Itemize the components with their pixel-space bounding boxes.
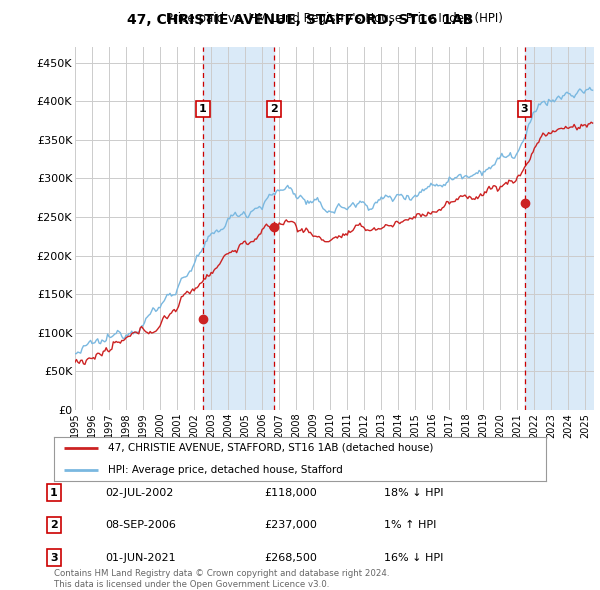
Text: 01-JUN-2021: 01-JUN-2021 <box>105 553 176 562</box>
Title: Price paid vs. HM Land Registry's House Price Index (HPI): Price paid vs. HM Land Registry's House … <box>166 12 503 25</box>
Text: 3: 3 <box>50 553 58 562</box>
Text: £268,500: £268,500 <box>264 553 317 562</box>
Text: 1: 1 <box>199 104 206 114</box>
Bar <box>203 47 274 410</box>
Text: 16% ↓ HPI: 16% ↓ HPI <box>384 553 443 562</box>
Text: Contains HM Land Registry data © Crown copyright and database right 2024.
This d: Contains HM Land Registry data © Crown c… <box>54 569 389 589</box>
Text: 08-SEP-2006: 08-SEP-2006 <box>105 520 176 530</box>
Text: 47, CHRISTIE AVENUE, STAFFORD, ST16 1AB: 47, CHRISTIE AVENUE, STAFFORD, ST16 1AB <box>127 13 473 27</box>
Text: £118,000: £118,000 <box>264 488 317 497</box>
Text: 2: 2 <box>270 104 277 114</box>
Bar <box>524 47 594 410</box>
Text: £237,000: £237,000 <box>264 520 317 530</box>
Text: 1: 1 <box>50 488 58 497</box>
Text: 47, CHRISTIE AVENUE, STAFFORD, ST16 1AB (detached house): 47, CHRISTIE AVENUE, STAFFORD, ST16 1AB … <box>108 442 433 453</box>
Text: 3: 3 <box>521 104 529 114</box>
Text: 1% ↑ HPI: 1% ↑ HPI <box>384 520 436 530</box>
Text: 18% ↓ HPI: 18% ↓ HPI <box>384 488 443 497</box>
Text: 02-JUL-2002: 02-JUL-2002 <box>105 488 173 497</box>
Text: 2: 2 <box>50 520 58 530</box>
Text: HPI: Average price, detached house, Stafford: HPI: Average price, detached house, Staf… <box>108 465 343 475</box>
